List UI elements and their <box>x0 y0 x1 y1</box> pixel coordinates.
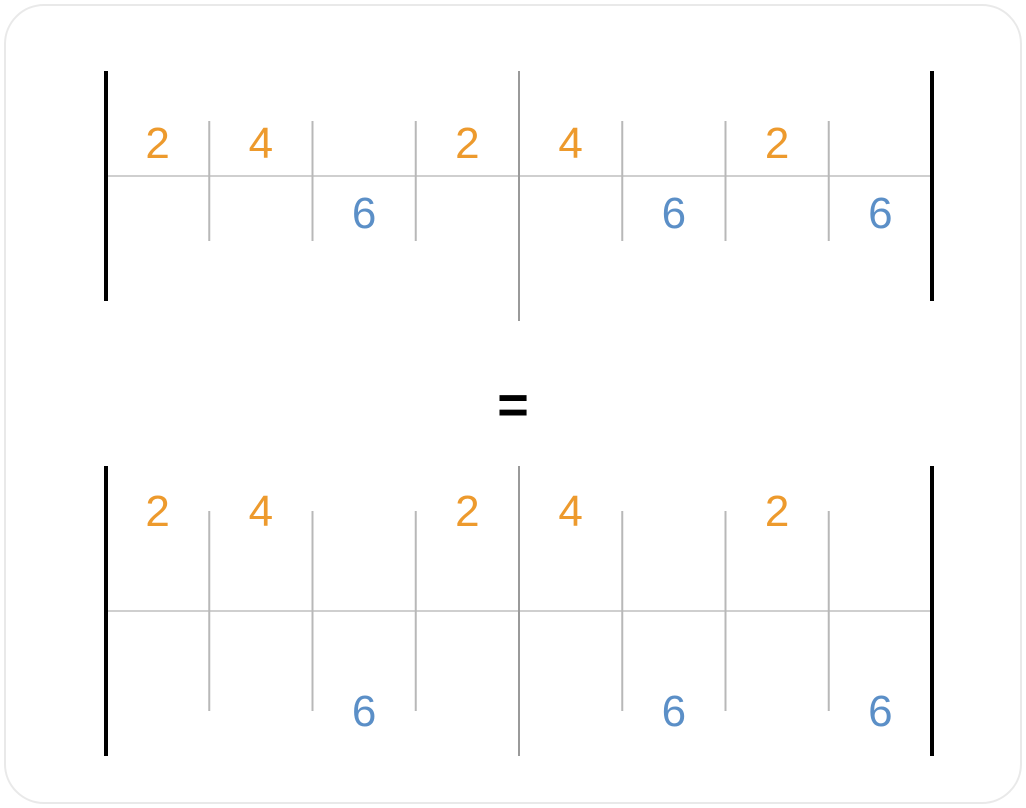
top-number: 2 <box>765 487 789 536</box>
top-number: 4 <box>249 487 273 536</box>
top-diagram: 2 4 6 2 4 6 2 6 <box>76 61 962 331</box>
bottom-number: 6 <box>662 189 686 238</box>
top-number: 4 <box>558 487 582 536</box>
bottom-number: 6 <box>352 687 376 736</box>
bottom-number: 6 <box>868 189 892 238</box>
bottom-number: 6 <box>868 687 892 736</box>
top-number: 2 <box>455 487 479 536</box>
top-number: 4 <box>249 119 273 168</box>
top-number: 2 <box>145 487 169 536</box>
top-number: 2 <box>145 119 169 168</box>
top-number: 2 <box>455 119 479 168</box>
bottom-number: 6 <box>662 687 686 736</box>
top-number: 2 <box>765 119 789 168</box>
equals-sign: = <box>0 378 1026 432</box>
top-number: 4 <box>558 119 582 168</box>
bottom-diagram: 2 4 6 2 4 6 2 6 <box>76 456 962 766</box>
bottom-number: 6 <box>352 189 376 238</box>
